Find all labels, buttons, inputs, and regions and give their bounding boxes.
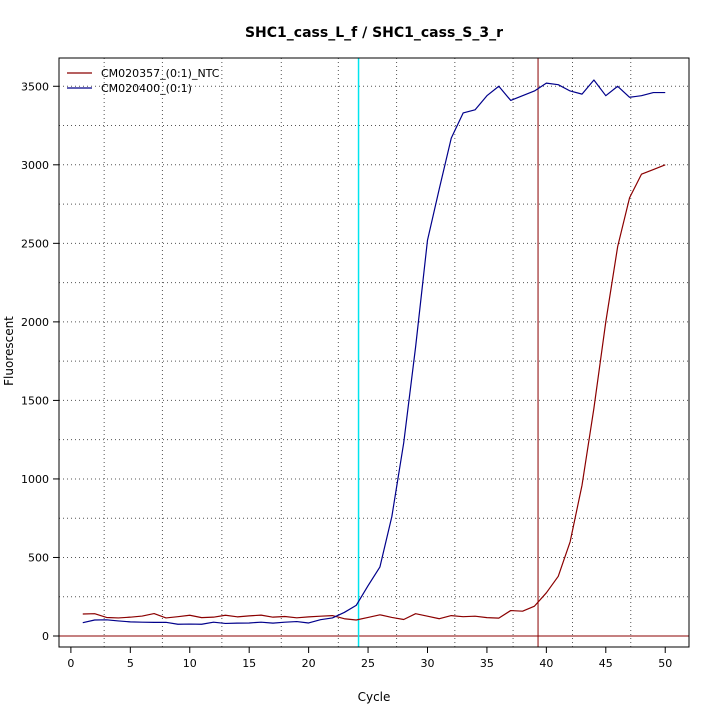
y-tick-label: 0 — [42, 630, 49, 643]
x-tick-label: 30 — [420, 657, 434, 670]
x-tick-label: 20 — [302, 657, 316, 670]
y-tick-label: 2000 — [21, 316, 49, 329]
axes: 0 5 10 15 20 25 30 35 40 45 5005001000150020002500… — [21, 80, 672, 670]
y-tick-label: 500 — [28, 551, 49, 564]
y-tick-label: 3500 — [21, 80, 49, 93]
y-axis-label: Fluorescent — [2, 316, 16, 386]
x-tick-label: 35 — [480, 657, 494, 670]
legend-label-2: CM020400_(0:1) — [101, 82, 192, 95]
x-tick-label: 45 — [599, 657, 613, 670]
series-line-2 — [82, 79, 666, 625]
y-tick-label: 3000 — [21, 159, 49, 172]
y-tick-label: 1500 — [21, 394, 49, 407]
x-tick-label: 40 — [539, 657, 553, 670]
y-tick-label: 2500 — [21, 237, 49, 250]
x-tick-label: 0 — [67, 657, 74, 670]
chart-title: SHC1_cass_L_f / SHC1_cass_S_3_r — [245, 25, 503, 41]
x-tick-label: 15 — [242, 657, 256, 670]
y-tick-label: 1000 — [21, 473, 49, 486]
legend: CM020357_(0:1)_NTC CM020400_(0:1) — [67, 67, 220, 95]
x-tick-label: 5 — [127, 657, 134, 670]
x-axis-label: Cycle — [358, 690, 391, 704]
x-tick-label: 10 — [183, 657, 197, 670]
series-lines — [82, 79, 666, 625]
series-line-1 — [82, 164, 666, 621]
legend-label-1: CM020357_(0:1)_NTC — [101, 67, 220, 80]
grid — [59, 58, 689, 647]
x-tick-label: 25 — [361, 657, 375, 670]
reference-lines — [59, 58, 689, 647]
x-tick-label: 50 — [658, 657, 672, 670]
